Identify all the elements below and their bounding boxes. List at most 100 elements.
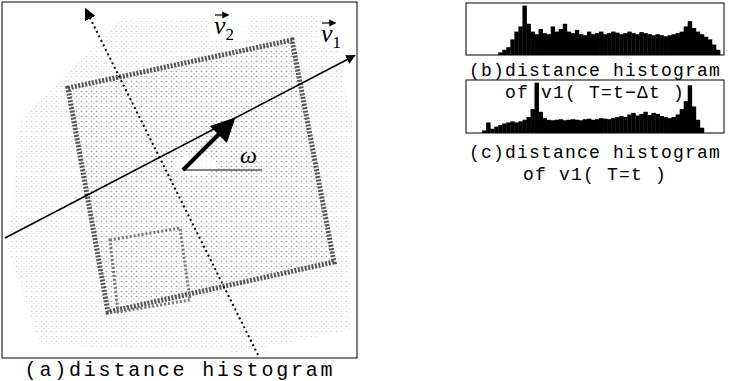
caption: (b)distance histogram [469, 61, 721, 81]
bar [498, 125, 502, 133]
heading-arrow [183, 121, 232, 170]
bar [643, 33, 647, 55]
vector-label: v1 [321, 19, 341, 52]
bar [672, 117, 676, 133]
bar [514, 122, 518, 133]
bar [522, 6, 526, 55]
bar [704, 37, 708, 55]
room-walls [68, 40, 334, 312]
bar [599, 118, 603, 133]
bar [587, 32, 591, 55]
bar [535, 83, 539, 133]
bar [563, 24, 567, 55]
bar [526, 24, 530, 55]
bar [575, 30, 579, 55]
bar [607, 33, 611, 55]
bar [526, 117, 530, 133]
plot-frame [466, 3, 724, 55]
bar [676, 33, 680, 55]
omega-label: ω [240, 142, 257, 168]
bar [700, 128, 704, 133]
bar [655, 114, 659, 133]
bar [696, 32, 700, 55]
bar [595, 119, 599, 133]
bar [603, 119, 607, 133]
bar [619, 116, 623, 133]
vector-label: v2 [214, 11, 234, 44]
bar [684, 26, 688, 55]
bar [506, 122, 510, 133]
bar [647, 115, 651, 133]
bar [623, 117, 627, 133]
bar [635, 116, 639, 133]
bar [567, 120, 571, 133]
bar [676, 114, 680, 133]
bar [502, 123, 506, 133]
bar [631, 33, 635, 55]
bar [551, 26, 555, 55]
bar [518, 121, 522, 133]
bar [490, 129, 494, 133]
bar [700, 34, 704, 55]
bar [696, 120, 700, 133]
bar [547, 34, 551, 55]
bar [531, 32, 535, 55]
bar [559, 119, 563, 133]
bar [579, 120, 583, 133]
bar [643, 112, 647, 133]
bar [627, 114, 631, 133]
bar [502, 50, 506, 55]
bar [486, 122, 490, 133]
bar [647, 34, 651, 55]
bar [668, 35, 672, 55]
plot-frame [466, 80, 724, 133]
bar [688, 21, 692, 55]
bar [615, 33, 619, 55]
room-detail [110, 228, 190, 312]
bar [575, 120, 579, 133]
bar [591, 34, 595, 55]
bar [639, 114, 643, 133]
bar [579, 34, 583, 55]
vector-accent [322, 22, 335, 23]
bar [655, 34, 659, 55]
bar [551, 120, 555, 133]
bar [672, 34, 676, 55]
caption: (a)distance histogram [25, 359, 336, 381]
bar [518, 26, 522, 55]
vector-subscript: 1 [333, 33, 342, 52]
bar [651, 35, 655, 55]
bar [599, 32, 603, 55]
vector-v1 [5, 56, 354, 238]
bar [692, 28, 696, 55]
bar [595, 33, 599, 55]
bar [660, 116, 664, 133]
bars [482, 83, 704, 133]
bar [535, 34, 539, 55]
bar [623, 33, 627, 55]
bar [510, 121, 514, 133]
bar [522, 120, 526, 133]
bar [627, 32, 631, 55]
bar [555, 32, 559, 55]
bar [543, 118, 547, 133]
bar [559, 29, 563, 55]
bar [607, 119, 611, 133]
bar [651, 113, 655, 133]
bar [571, 33, 575, 55]
vector-subscript: 2 [226, 25, 235, 44]
caption: of v1( T=t−Δt ) [505, 83, 685, 103]
bar [664, 36, 668, 55]
bar [591, 120, 595, 133]
bar [684, 101, 688, 133]
bar [664, 117, 668, 133]
bar [567, 32, 571, 55]
bar [660, 35, 664, 55]
panel-a: v2 v1 ω [2, 2, 357, 358]
bar [680, 109, 684, 133]
bar [668, 118, 672, 133]
bar [708, 39, 712, 55]
bar [583, 119, 587, 133]
bar [611, 32, 615, 55]
outer-cloud [8, 15, 352, 352]
